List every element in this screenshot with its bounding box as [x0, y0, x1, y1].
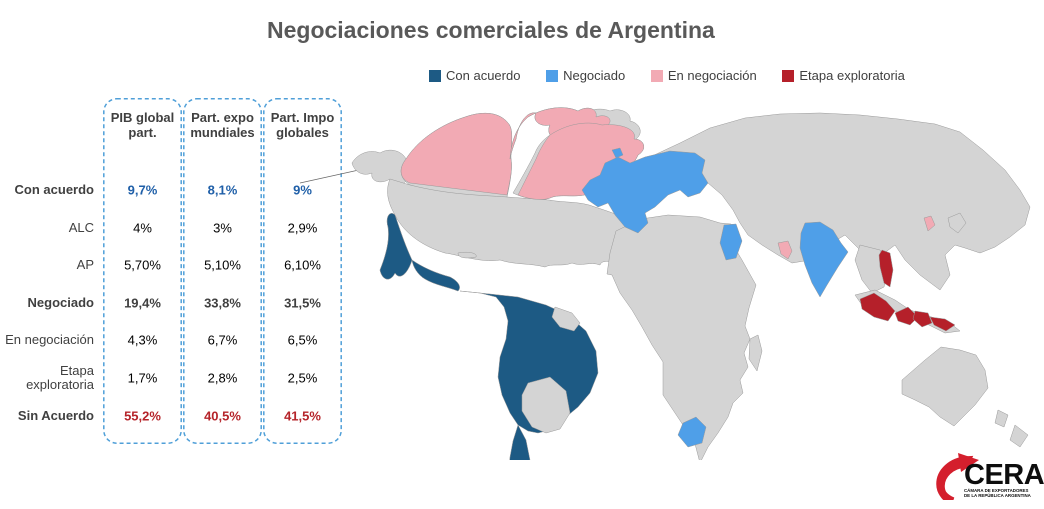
svg-text:CERA: CERA	[964, 459, 1044, 491]
svg-text:DE LA REPÚBLICA ARGENTINA: DE LA REPÚBLICA ARGENTINA	[964, 493, 1032, 498]
